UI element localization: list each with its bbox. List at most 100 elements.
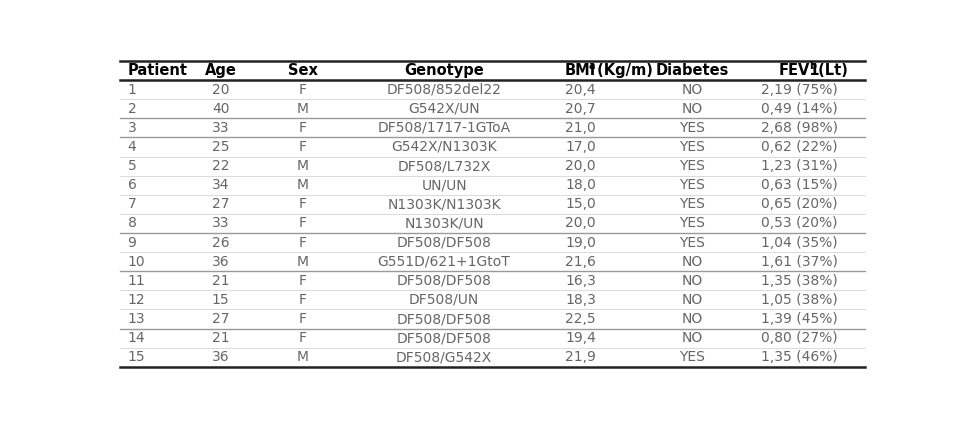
Text: FEV1: FEV1 [778, 63, 820, 78]
Text: 27: 27 [212, 312, 230, 326]
Text: F: F [299, 140, 307, 154]
Text: YES: YES [679, 159, 705, 173]
Text: M: M [297, 255, 308, 269]
Text: 21,9: 21,9 [565, 350, 596, 364]
Text: a: a [588, 61, 595, 71]
Text: 0,63 (15%): 0,63 (15%) [761, 178, 838, 192]
Text: 34: 34 [212, 178, 230, 192]
Text: YES: YES [679, 140, 705, 154]
Text: 0,62 (22%): 0,62 (22%) [761, 140, 838, 154]
Text: 1,39 (45%): 1,39 (45%) [761, 312, 838, 326]
Text: 15: 15 [128, 350, 145, 364]
Text: YES: YES [679, 197, 705, 211]
Text: DF508/DF508: DF508/DF508 [397, 236, 491, 250]
Text: F: F [299, 197, 307, 211]
Text: 1,35 (46%): 1,35 (46%) [761, 350, 838, 364]
Text: 6: 6 [128, 178, 136, 192]
Text: 33: 33 [212, 216, 230, 230]
Text: DF508/852del22: DF508/852del22 [386, 83, 502, 97]
Text: 17,0: 17,0 [565, 140, 596, 154]
Text: 1: 1 [128, 83, 136, 97]
Text: 7: 7 [128, 197, 136, 211]
Text: 20,7: 20,7 [565, 102, 596, 116]
Text: 18,0: 18,0 [565, 178, 596, 192]
Text: 20,0: 20,0 [565, 159, 596, 173]
Text: YES: YES [679, 236, 705, 250]
Text: 22,5: 22,5 [565, 312, 596, 326]
Text: G542X/N1303K: G542X/N1303K [391, 140, 497, 154]
Text: 1,23 (31%): 1,23 (31%) [761, 159, 838, 173]
Text: F: F [299, 274, 307, 288]
Text: 15,0: 15,0 [565, 197, 596, 211]
Text: 1,61 (37%): 1,61 (37%) [761, 255, 838, 269]
Text: F: F [299, 312, 307, 326]
Text: 36: 36 [211, 350, 230, 364]
Text: NO: NO [681, 312, 702, 326]
Text: 0,49 (14%): 0,49 (14%) [761, 102, 838, 116]
Text: 16,3: 16,3 [565, 274, 596, 288]
Text: DF508/L732X: DF508/L732X [398, 159, 491, 173]
Text: 12: 12 [128, 293, 145, 307]
Text: F: F [299, 83, 307, 97]
Text: 2: 2 [128, 102, 136, 116]
Text: 20,4: 20,4 [565, 83, 596, 97]
Text: 13: 13 [128, 312, 145, 326]
Text: 3: 3 [128, 121, 136, 135]
Text: N1303K/N1303K: N1303K/N1303K [387, 197, 501, 211]
Text: 22: 22 [212, 159, 230, 173]
Text: 1,04 (35%): 1,04 (35%) [761, 236, 838, 250]
Text: NO: NO [681, 331, 702, 345]
Text: 10: 10 [128, 255, 145, 269]
Text: F: F [299, 331, 307, 345]
Text: 27: 27 [212, 197, 230, 211]
Text: YES: YES [679, 216, 705, 230]
Text: M: M [297, 159, 308, 173]
Text: 26: 26 [211, 236, 230, 250]
Text: (Kg/m): (Kg/m) [592, 63, 653, 78]
Text: BMI: BMI [565, 63, 596, 78]
Text: 25: 25 [212, 140, 230, 154]
Text: NO: NO [681, 102, 702, 116]
Text: 11: 11 [128, 274, 145, 288]
Text: b: b [809, 61, 817, 71]
Text: 0,65 (20%): 0,65 (20%) [761, 197, 838, 211]
Text: F: F [299, 236, 307, 250]
Text: NO: NO [681, 274, 702, 288]
Text: 20: 20 [212, 83, 230, 97]
Text: 15: 15 [211, 293, 230, 307]
Text: (Lt): (Lt) [813, 63, 848, 78]
Text: 0,53 (20%): 0,53 (20%) [761, 216, 838, 230]
Text: Sex: Sex [287, 63, 317, 78]
Text: 21,0: 21,0 [565, 121, 596, 135]
Text: DF508/G542X: DF508/G542X [396, 350, 492, 364]
Text: M: M [297, 350, 308, 364]
Text: NO: NO [681, 293, 702, 307]
Text: 8: 8 [128, 216, 136, 230]
Text: G551D/621+1GtoT: G551D/621+1GtoT [378, 255, 510, 269]
Text: 1,35 (38%): 1,35 (38%) [761, 274, 838, 288]
Text: F: F [299, 216, 307, 230]
Text: Genotype: Genotype [405, 63, 484, 78]
Text: 5: 5 [128, 159, 136, 173]
Text: 1,05 (38%): 1,05 (38%) [761, 293, 838, 307]
Text: 2,19 (75%): 2,19 (75%) [761, 83, 838, 97]
Text: 18,3: 18,3 [565, 293, 596, 307]
Text: DF508/UN: DF508/UN [409, 293, 480, 307]
Text: Patient: Patient [128, 63, 187, 78]
Text: 33: 33 [212, 121, 230, 135]
Text: 2,68 (98%): 2,68 (98%) [761, 121, 838, 135]
Text: DF508/DF508: DF508/DF508 [397, 331, 491, 345]
Text: YES: YES [679, 121, 705, 135]
Text: M: M [297, 178, 308, 192]
Text: F: F [299, 293, 307, 307]
Text: 36: 36 [211, 255, 230, 269]
Text: 19,0: 19,0 [565, 236, 596, 250]
Text: DF508/DF508: DF508/DF508 [397, 312, 491, 326]
Text: UN/UN: UN/UN [421, 178, 467, 192]
Text: M: M [297, 102, 308, 116]
Text: 9: 9 [128, 236, 136, 250]
Text: F: F [299, 121, 307, 135]
Text: 21: 21 [211, 331, 230, 345]
Text: N1303K/UN: N1303K/UN [405, 216, 484, 230]
Text: 0,80 (27%): 0,80 (27%) [761, 331, 838, 345]
